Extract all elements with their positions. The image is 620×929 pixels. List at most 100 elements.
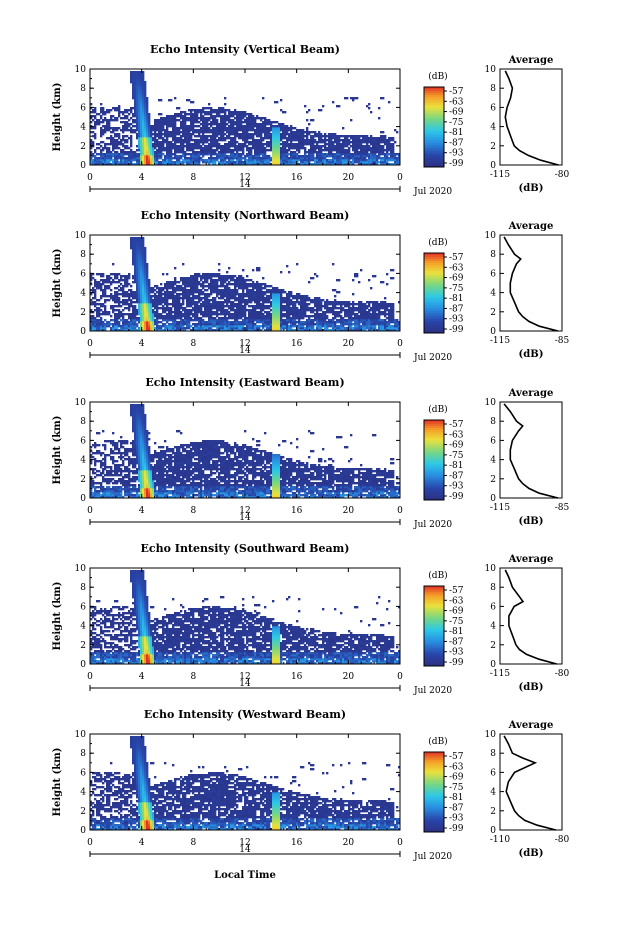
heatmap-cell: [140, 255, 143, 258]
heatmap-cell: [98, 147, 101, 150]
heatmap-cell: [144, 95, 147, 98]
heatmap-cell: [146, 123, 149, 126]
heatmap-cell: [268, 131, 271, 134]
heatmap-cell: [196, 273, 199, 276]
heatmap-cell: [168, 133, 171, 136]
heatmap-cell: [316, 159, 319, 162]
heatmap-cell: [238, 137, 241, 140]
heatmap-cell: [190, 163, 193, 166]
heatmap-cell: [192, 279, 195, 282]
heatmap-cell: [156, 325, 159, 328]
heatmap-cell: [192, 133, 195, 136]
heatmap-cell: [92, 153, 95, 156]
heatmap-cell: [102, 155, 105, 158]
heatmap-cell: [218, 107, 221, 110]
heatmap-cell: [102, 147, 105, 150]
heatmap-cell: [108, 155, 111, 158]
heatmap-cell: [166, 157, 169, 160]
heatmap-cell: [134, 73, 137, 76]
heatmap-cell: [270, 139, 273, 142]
heatmap-cell: [134, 309, 137, 312]
heatmap-cell: [102, 153, 105, 156]
heatmap-cell: [184, 153, 187, 156]
heatmap-cell: [330, 141, 333, 144]
heatmap-cell: [306, 133, 309, 136]
heatmap-cell: [226, 319, 229, 322]
heatmap-cell: [188, 317, 191, 320]
heatmap-cell: [182, 293, 185, 296]
heatmap-cell: [302, 129, 305, 132]
heatmap-cell: [152, 145, 155, 148]
heatmap-cell: [186, 299, 189, 302]
heatmap-cell: [160, 99, 163, 102]
heatmap-cell: [268, 143, 271, 146]
heatmap-cell: [140, 253, 143, 256]
heatmap-cell: [304, 141, 307, 144]
heatmap-cell: [126, 281, 129, 284]
heatmap-cell: [300, 157, 303, 160]
heatmap-cell: [222, 135, 225, 138]
heatmap-cell: [164, 121, 167, 124]
heatmap-cell: [116, 301, 119, 304]
heatmap-cell: [196, 139, 199, 142]
heatmap-cell: [226, 149, 229, 152]
heatmap-cell: [158, 303, 161, 306]
heatmap-cell: [180, 163, 183, 166]
heatmap-cell: [160, 141, 163, 144]
heatmap-cell: [186, 321, 189, 324]
heatmap-cell: [142, 313, 145, 316]
heatmap-cell: [210, 113, 213, 116]
heatmap-cell: [204, 309, 207, 312]
heatmap-cell: [374, 157, 377, 160]
heatmap-cell: [100, 287, 103, 290]
heatmap-cell: [158, 121, 161, 124]
heatmap-cell: [116, 147, 119, 150]
heatmap-cell: [168, 131, 171, 134]
heatmap-cell: [148, 123, 151, 126]
heatmap-cell: [112, 311, 115, 314]
heatmap-cell: [176, 133, 179, 136]
heatmap-cell: [132, 261, 135, 264]
heatmap-cell: [346, 143, 349, 146]
heatmap-cell: [168, 295, 171, 298]
heatmap-cell: [94, 283, 97, 286]
heatmap-cell: [246, 153, 249, 156]
heatmap-cell: [204, 305, 207, 308]
heatmap-cell: [294, 137, 297, 140]
heatmap-cell: [322, 139, 325, 142]
heatmap-cell: [110, 127, 113, 130]
heatmap-cell: [180, 305, 183, 308]
heatmap-cell: [292, 147, 295, 150]
heatmap-cell: [140, 151, 143, 154]
heatmap-cell: [204, 129, 207, 132]
heatmap-cell: [128, 275, 131, 278]
heatmap-cell: [150, 141, 153, 144]
heatmap-cell: [134, 121, 137, 124]
heatmap-cell: [392, 145, 395, 148]
heatmap-cell: [96, 315, 99, 318]
heatmap-cell: [298, 151, 301, 154]
heatmap-cell: [306, 157, 309, 160]
heatmap-cell: [200, 321, 203, 324]
heatmap-cell: [330, 143, 333, 146]
heatmap-cell: [92, 273, 95, 276]
heatmap-cell: [260, 133, 263, 136]
heatmap-cell: [116, 277, 119, 280]
heatmap-cell: [334, 155, 337, 158]
heatmap-cell: [140, 323, 143, 326]
heatmap-cell: [266, 163, 269, 166]
heatmap-cell: [106, 109, 109, 112]
heatmap-cell: [388, 141, 391, 144]
heatmap-cell: [142, 237, 145, 240]
heatmap-cell: [220, 137, 223, 140]
heatmap-cell: [220, 119, 223, 122]
heatmap-cell: [192, 319, 195, 322]
heatmap-cell: [94, 291, 97, 294]
heatmap-cell: [368, 159, 371, 162]
heatmap-cell: [142, 277, 145, 280]
heatmap-cell: [390, 145, 393, 148]
heatmap-cell: [316, 135, 319, 138]
heatmap-cell: [152, 299, 155, 302]
heatmap-cell: [132, 163, 135, 166]
heatmap-cell: [270, 133, 273, 136]
